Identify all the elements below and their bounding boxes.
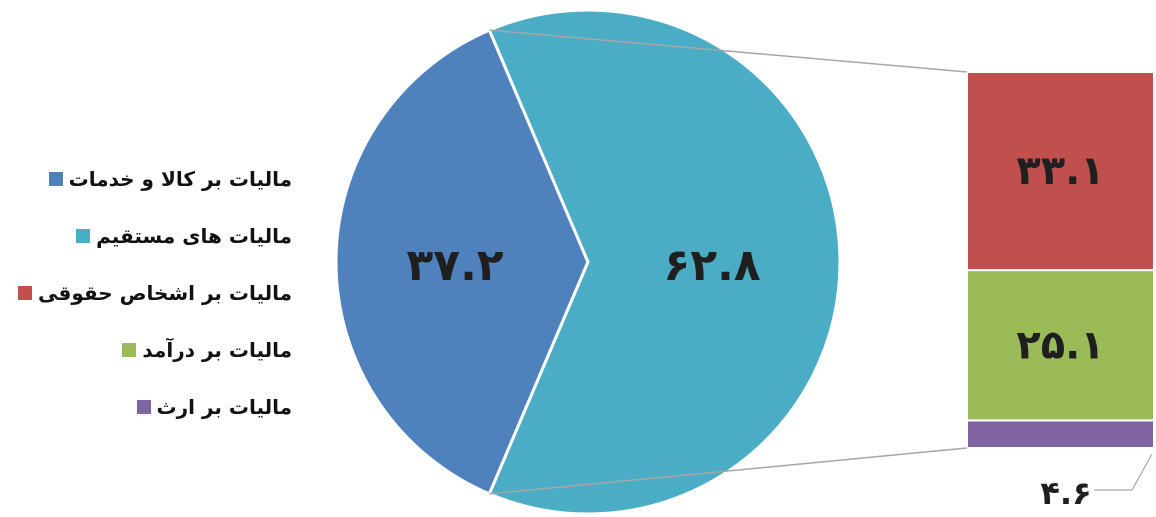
legend-item-income-tax: مالیات بر درآمد xyxy=(18,321,292,378)
legend-label: مالیات بر ارث xyxy=(156,394,293,419)
legend-label: مالیات بر کالا و خدمات xyxy=(68,166,293,191)
bar-segment xyxy=(966,71,1155,272)
legend-item-direct-taxes: مالیات های مستقیم xyxy=(18,207,292,264)
bar-value-label: ۲۵.۱ xyxy=(1016,322,1104,368)
legend-label: مالیات بر درآمد xyxy=(142,337,293,362)
legend-swatch xyxy=(136,399,151,414)
bar-value-label: ۴.۶ xyxy=(1040,474,1091,512)
connector-line xyxy=(489,29,968,73)
legend-swatch xyxy=(18,285,32,300)
legend-item-goods-services: مالیات بر کالا و خدمات xyxy=(18,150,292,207)
legend-item-corporate-tax: مالیات بر اشخاص حقوقی xyxy=(18,264,292,321)
pie-value-label: ۳۷.۲ xyxy=(406,240,503,291)
bar-value-label: ۳۳.۱ xyxy=(1016,148,1104,194)
legend-swatch xyxy=(48,171,63,186)
legend-swatch xyxy=(122,342,137,357)
pie-value-label: ۶۲.۸ xyxy=(663,240,760,291)
legend-swatch xyxy=(76,228,91,243)
leader-line xyxy=(1094,453,1153,491)
legend-item-inheritance-tax: مالیات بر ارث xyxy=(18,378,292,435)
bar-segment xyxy=(966,269,1155,422)
legend-label: مالیات بر اشخاص حقوقی xyxy=(38,280,293,305)
legend-label: مالیات های مستقیم xyxy=(96,223,293,248)
bar-segment xyxy=(966,419,1155,449)
pie-slice xyxy=(334,28,590,496)
connector-line xyxy=(489,447,968,495)
pie-slice xyxy=(487,8,842,516)
legend: مالیات بر کالا و خدمات مالیات های مستقیم… xyxy=(18,150,292,435)
